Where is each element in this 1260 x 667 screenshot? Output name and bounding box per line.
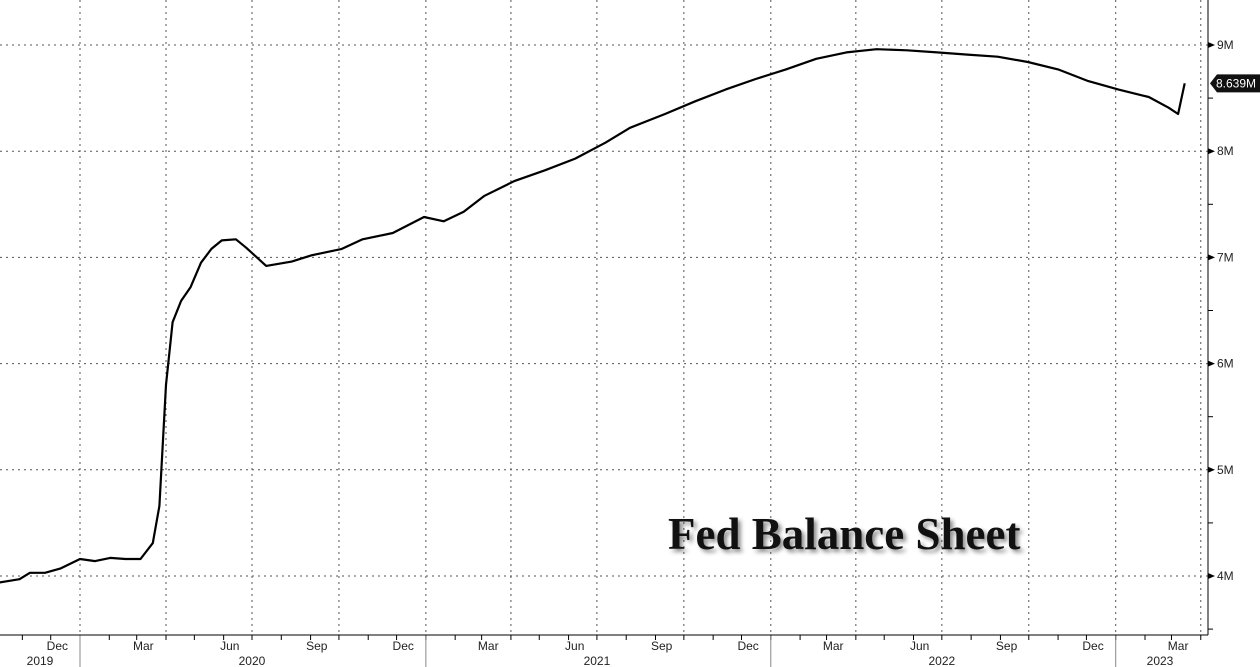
y-tick-label: 7M [1217, 250, 1234, 264]
x-month-label: Mar [133, 639, 154, 653]
x-month-label: Dec [737, 639, 758, 653]
y-tick-label: 8M [1217, 144, 1234, 158]
plot-area [0, 48, 1186, 584]
y-tick-label: 4M [1217, 569, 1234, 583]
x-month-label: Sep [306, 639, 328, 653]
y-tick-arrow [1208, 148, 1215, 155]
chart-title: Fed Balance Sheet [668, 509, 1021, 559]
last-value-label: 8.639M [1216, 76, 1256, 90]
series-line [0, 48, 1186, 584]
x-month-label: Mar [823, 639, 844, 653]
y-tick-arrow [1208, 254, 1215, 261]
x-year-label: 2022 [928, 654, 955, 667]
x-year-label: 2020 [239, 654, 266, 667]
x-month-label: Dec [47, 639, 68, 653]
last-value-badge [1210, 74, 1260, 93]
x-year-label: 2023 [1147, 654, 1174, 667]
x-month-label: Dec [393, 639, 414, 653]
x-month-label: Jun [565, 639, 584, 653]
x-year-label: 2021 [584, 654, 611, 667]
x-month-label: Jun [910, 639, 929, 653]
x-month-label: Jun [220, 639, 239, 653]
gridlines [0, 0, 1208, 635]
y-tick-label: 5M [1217, 463, 1234, 477]
y-tick-label: 6M [1217, 357, 1234, 371]
x-year-label: 2019 [27, 654, 54, 667]
x-month-label: Sep [651, 639, 673, 653]
y-tick-arrow [1208, 360, 1215, 367]
x-month-label: Mar [1168, 639, 1189, 653]
y-tick-label: 9M [1217, 38, 1234, 52]
y-tick-arrow [1208, 573, 1215, 579]
x-month-label: Dec [1082, 639, 1103, 653]
y-tick-arrow [1208, 42, 1215, 48]
x-month-label: Sep [996, 639, 1018, 653]
y-tick-arrow [1208, 466, 1215, 473]
x-month-label: Mar [478, 639, 499, 653]
